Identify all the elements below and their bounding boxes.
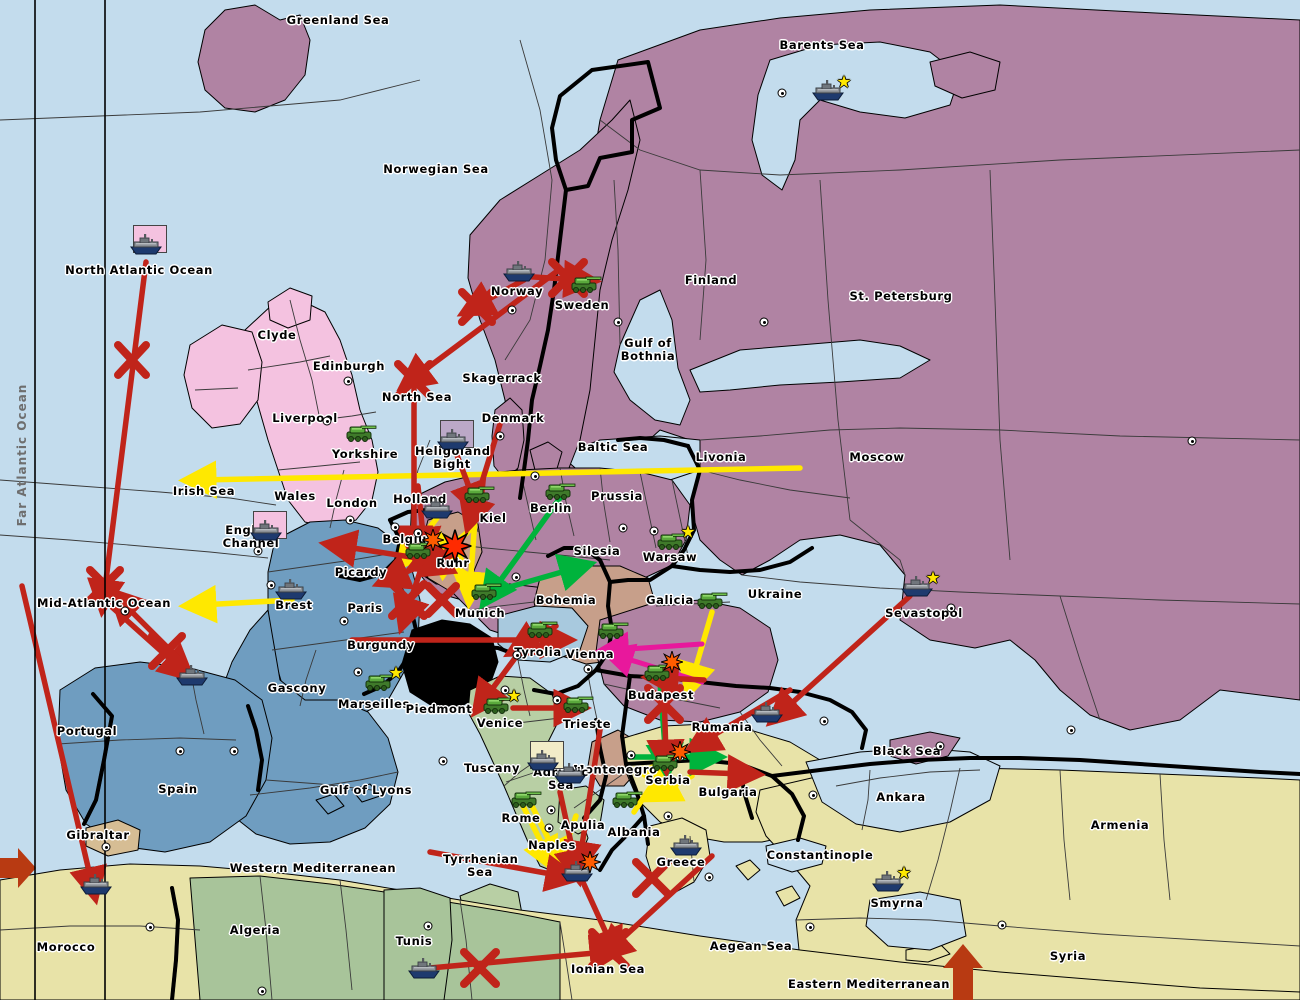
supply-center-dot[interactable] — [1066, 725, 1076, 735]
retreat-star-icon: ★ — [506, 686, 522, 707]
supply-center-dot[interactable] — [438, 756, 448, 766]
supply-center-dot[interactable] — [544, 823, 554, 833]
supply-center-dot[interactable] — [777, 88, 787, 98]
supply-center-dot[interactable] — [805, 922, 815, 932]
dislodged-unit-marker — [440, 420, 474, 448]
supply-center-dot[interactable] — [704, 872, 714, 882]
supply-center-dot[interactable] — [390, 522, 400, 532]
supply-center-dot[interactable] — [808, 790, 818, 800]
supply-center-dot[interactable] — [423, 921, 433, 931]
retreat-star-icon: ★ — [925, 568, 941, 589]
supply-center-dot[interactable] — [997, 920, 1007, 930]
supply-center-dot[interactable] — [675, 752, 685, 762]
dislodged-unit-marker — [253, 511, 287, 539]
supply-center-dot[interactable] — [253, 546, 263, 556]
supply-center-dot[interactable] — [552, 695, 562, 705]
supply-center-dot[interactable] — [649, 526, 659, 536]
supply-center-dot[interactable] — [530, 471, 540, 481]
supply-center-dot[interactable] — [413, 528, 423, 538]
supply-center-dot[interactable] — [101, 842, 111, 852]
supply-center-dot[interactable] — [120, 606, 130, 616]
supply-center-dot[interactable] — [257, 986, 267, 996]
supply-center-dot[interactable] — [145, 922, 155, 932]
supply-center-dot[interactable] — [663, 811, 673, 821]
supply-center-dot[interactable] — [583, 664, 593, 674]
supply-center-dot[interactable] — [759, 317, 769, 327]
supply-center-dot[interactable] — [175, 746, 185, 756]
supply-center-dot[interactable] — [946, 603, 956, 613]
supply-center-dot[interactable] — [339, 616, 349, 626]
retreat-star-icon: ★ — [388, 663, 404, 684]
retreat-star-icon: ★ — [680, 522, 696, 543]
dislodged-unit-marker — [530, 741, 564, 769]
dislodged-unit-marker — [133, 225, 167, 253]
supply-center-dot[interactable] — [546, 805, 556, 815]
supply-center-dot[interactable] — [500, 685, 510, 695]
supply-center-dot[interactable] — [613, 317, 623, 327]
supply-center-dot[interactable] — [512, 650, 522, 660]
supply-center-dot[interactable] — [1187, 436, 1197, 446]
supply-center-dot[interactable] — [343, 376, 353, 386]
retreat-star-icon: ★ — [896, 863, 912, 884]
retreat-star-icon: ★ — [836, 72, 852, 93]
supply-center-dot[interactable] — [511, 572, 521, 582]
supply-center-dot[interactable] — [819, 716, 829, 726]
supply-center-dot[interactable] — [266, 580, 276, 590]
supply-center-dot[interactable] — [495, 431, 505, 441]
supply-center-dot[interactable] — [626, 750, 636, 760]
supply-center-dot[interactable] — [507, 305, 517, 315]
supply-center-dot[interactable] — [229, 746, 239, 756]
supply-center-dot[interactable] — [322, 416, 332, 426]
supply-center-dot[interactable] — [345, 515, 355, 525]
supply-center-dot[interactable] — [353, 667, 363, 677]
supply-center-dot[interactable] — [935, 741, 945, 751]
supply-center-dot[interactable] — [618, 523, 628, 533]
